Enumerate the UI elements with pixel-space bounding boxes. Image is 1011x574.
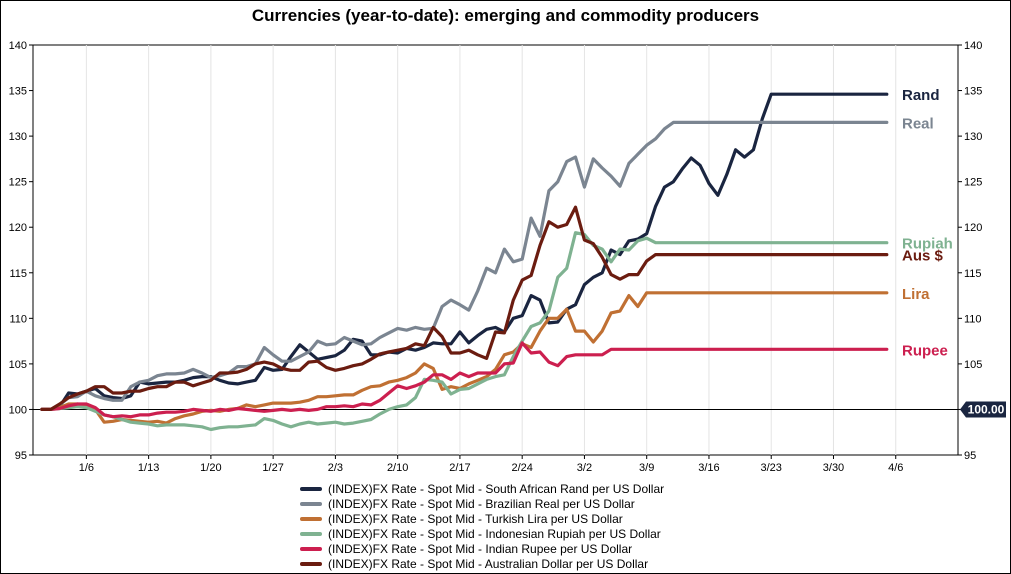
reference-badge-shape: [960, 401, 1006, 418]
y-tick-label-left: 130: [9, 131, 27, 143]
x-tick-label: 3/16: [698, 462, 719, 474]
x-tick-label: 1/6: [79, 462, 94, 474]
legend-label: (INDEX)FX Rate - Spot Mid - Brazilian Re…: [328, 496, 635, 511]
legend-label: (INDEX)FX Rate - Spot Mid - Indian Rupee…: [328, 541, 633, 556]
y-tick-label-right: 95: [964, 450, 976, 462]
x-tick-label: 2/3: [328, 462, 343, 474]
x-tick-label: 3/23: [761, 462, 782, 474]
chart-title: Currencies (year-to-date): emerging and …: [251, 6, 760, 25]
legend-label: (INDEX)FX Rate - Spot Mid - Australian D…: [328, 556, 649, 571]
x-tick-label: 2/17: [449, 462, 470, 474]
legend-label: (INDEX)FX Rate - Spot Mid - South Africa…: [328, 481, 665, 496]
series-line: [40, 205, 889, 411]
y-tick-label-right: 105: [964, 359, 982, 371]
x-tick-label: 1/27: [262, 462, 283, 474]
legend-swatch: [300, 531, 322, 536]
axis-layer: 1/6 1/13 1/20 1/27 2/3 2/10 2/17 2/24 3/2 3/9 3/16…: [9, 40, 983, 474]
legend-swatch: [300, 516, 322, 521]
y-tick-label-right: 125: [964, 177, 982, 189]
x-tick-label: 2/24: [511, 462, 532, 474]
plot-area: [32, 44, 959, 456]
legend-label: (INDEX)FX Rate - Spot Mid - Indonesian R…: [328, 526, 661, 541]
y-tick-label-right: 110: [964, 313, 982, 325]
x-tick-label: 3/2: [577, 462, 592, 474]
x-tick-label: 3/9: [639, 462, 654, 474]
y-tick-label-right: 115: [964, 268, 982, 280]
y-tick-label-left: 120: [9, 222, 27, 234]
legend-entry: (INDEX)FX Rate - Spot Mid - Indian Rupee…: [300, 541, 760, 556]
series-line: [40, 92, 889, 411]
y-tick-label-left: 95: [15, 450, 27, 462]
legend-swatch: [300, 546, 322, 551]
y-tick-label-right: 140: [964, 40, 982, 52]
reference-badge-label: 100.00: [968, 402, 1005, 416]
x-tick-label: 2/10: [387, 462, 408, 474]
series-line: [40, 291, 889, 425]
y-tick-label-left: 140: [9, 40, 27, 52]
y-tick-label-left: 135: [9, 86, 27, 98]
y-tick-label-left: 125: [9, 177, 27, 189]
y-tick-label-left: 100: [9, 404, 27, 416]
series-end-label: Rupiah: [902, 236, 953, 253]
y-tick-label-right: 130: [964, 131, 982, 143]
legend: (INDEX)FX Rate - Spot Mid - South Africa…: [300, 481, 760, 571]
series-end-label: Rand: [902, 87, 940, 104]
series-end-label: Lira: [902, 286, 930, 303]
series-end-label: Real: [902, 115, 934, 132]
series-layer: [40, 92, 889, 432]
legend-entry: (INDEX)FX Rate - Spot Mid - South Africa…: [300, 481, 760, 496]
legend-label: (INDEX)FX Rate - Spot Mid - Turkish Lira…: [328, 511, 623, 526]
y-tick-label-right: 135: [964, 86, 982, 98]
legend-swatch: [300, 561, 322, 566]
legend-swatch: [300, 486, 322, 491]
y-tick-label-right: 120: [964, 222, 982, 234]
series-line: [40, 231, 889, 432]
y-tick-label-left: 105: [9, 359, 27, 371]
series-line: [40, 120, 889, 411]
y-tick-label-left: 110: [9, 313, 27, 325]
x-tick-label: 3/30: [823, 462, 844, 474]
label-layer: 100.00 Rand Real Lira Rupiah Rupee Aus $: [902, 87, 1006, 418]
legend-entry: (INDEX)FX Rate - Spot Mid - Turkish Lira…: [300, 511, 760, 526]
x-tick-label: 1/20: [200, 462, 221, 474]
series-line: [40, 341, 889, 419]
legend-swatch: [300, 501, 322, 506]
series-end-label: Aus $: [902, 248, 944, 265]
grid-layer: [33, 45, 958, 455]
y-tick-label-left: 115: [9, 268, 27, 280]
legend-entry: (INDEX)FX Rate - Spot Mid - Brazilian Re…: [300, 496, 760, 511]
series-end-label: Rupee: [902, 342, 948, 359]
reference-badge: 100.00: [960, 401, 1006, 418]
legend-entry: (INDEX)FX Rate - Spot Mid - Australian D…: [300, 556, 760, 571]
legend-entry: (INDEX)FX Rate - Spot Mid - Indonesian R…: [300, 526, 760, 541]
x-tick-label: 1/13: [138, 462, 159, 474]
x-tick-label: 4/6: [888, 462, 903, 474]
